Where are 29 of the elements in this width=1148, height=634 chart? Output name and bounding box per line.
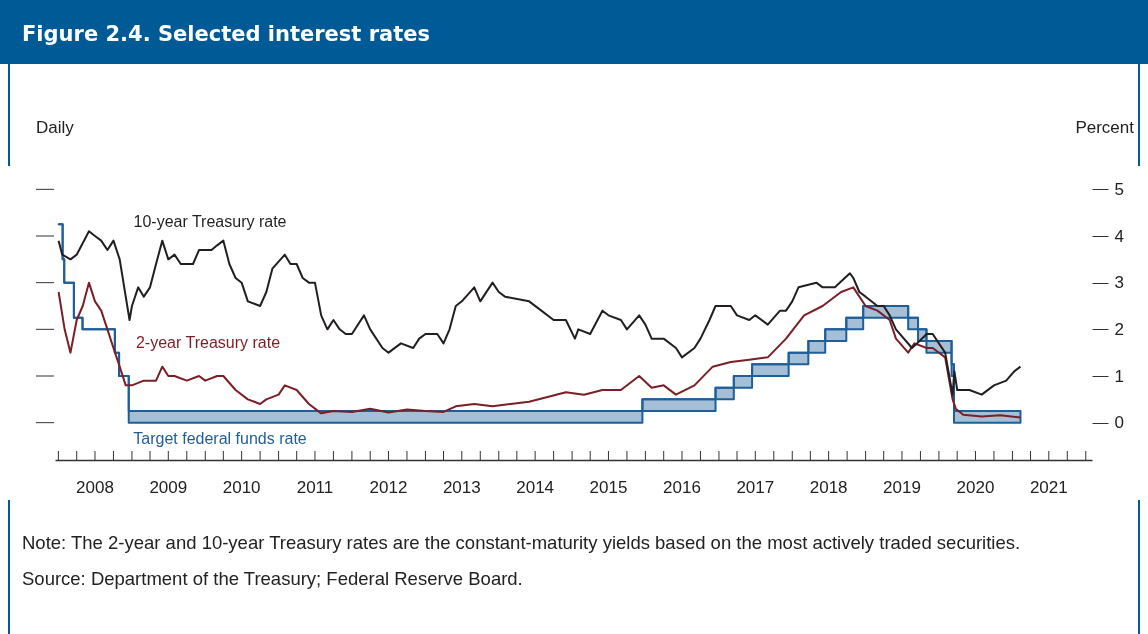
x-tick-label: 2017: [736, 478, 775, 497]
y-tick-label: 1: [1114, 366, 1124, 386]
x-tick-label: 2010: [222, 478, 261, 497]
x-tick-label: 2013: [442, 478, 481, 497]
series-label: 2-year Treasury rate: [135, 334, 281, 351]
chart-subtitle: Daily: [36, 118, 74, 138]
x-tick-label: 2009: [149, 478, 188, 497]
x-tick-label: 2016: [663, 478, 701, 497]
x-tick-label: 2019: [883, 478, 921, 497]
x-tick-label: 2020: [956, 478, 995, 497]
chart-title: Figure 2.4. Selected interest rates: [22, 22, 430, 46]
x-tick-label: 2008: [76, 478, 114, 497]
x-tick-label: 2018: [809, 478, 848, 497]
y-axis-title: Percent: [1075, 118, 1134, 138]
y-tick-label: 4: [1114, 226, 1124, 246]
series-label: Target federal funds rate: [133, 430, 307, 447]
y-tick-label: 2: [1114, 319, 1124, 339]
y-tick-label: 5: [1114, 179, 1124, 199]
x-tick-label: 2014: [516, 478, 555, 497]
source-note: Source: Department of the Treasury; Federal Reserve Board.: [22, 568, 524, 590]
series-label: 10-year Treasury rate: [133, 213, 287, 230]
y-tick-label: 3: [1114, 273, 1124, 293]
y-tick-label: 0: [1114, 413, 1124, 433]
x-tick-label: 2012: [369, 478, 408, 497]
x-tick-label: 2011: [296, 478, 334, 497]
x-tick-label: 2015: [589, 478, 628, 497]
x-tick-label: 2021: [1029, 478, 1068, 497]
line-series: [57, 281, 1022, 419]
text: Note: The 2-year and 10-year Treasury rates are the constant-maturity yields based on the most actively traded securities.: [22, 532, 1022, 554]
